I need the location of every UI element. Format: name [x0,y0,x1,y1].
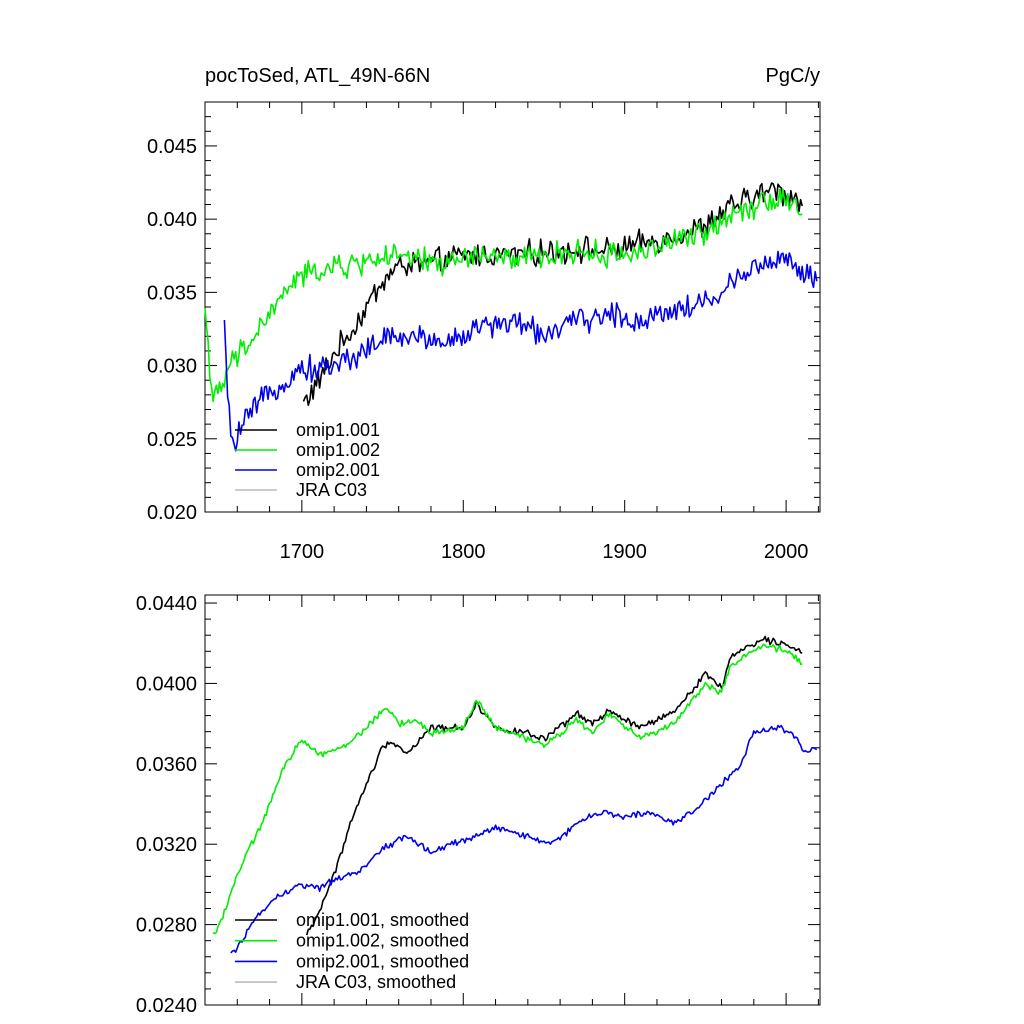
legend-label: omip1.002 [296,440,380,460]
bottom-plot-frame [204,594,821,1006]
series-line-0 [305,635,803,936]
y-tick-label: 0.040 [147,209,197,231]
y-tick-label: 0.0320 [136,834,197,856]
y-tick-label: 0.030 [147,356,197,378]
series-line-2 [223,250,818,452]
series-line-2 [230,724,818,954]
bottom-series [212,635,818,954]
y-tick-label: 0.0280 [136,915,197,937]
x-tick-label: 1700 [280,541,325,563]
top-panel: pocToSed, ATL_49N-66N PgC/y 0.0200.0250.… [147,65,821,563]
y-tick-label: 0.0360 [136,754,197,776]
y-tick-label: 0.035 [147,282,197,304]
y-tick-label: 0.0400 [136,673,197,695]
legend-label: omip2.001, smoothed [296,951,469,971]
bottom-panel: 0.0240 0.0280 0.0320 0.0360 0.0400 0.0440 omi… [136,593,821,1017]
top-title-left: pocToSed, ATL_49N-66N [205,65,430,87]
bottom-axis-ticks: 0.0240 0.0280 0.0320 0.0360 0.0400 0.0440 [136,593,820,1017]
top-series [204,182,818,452]
y-tick-label: 0.0440 [136,593,197,615]
y-tick-label: 0.045 [147,136,197,158]
legend-label: omip1.002, smoothed [296,931,469,951]
legend-label: JRA C03 [296,480,367,500]
legend-label: JRA C03, smoothed [296,972,456,992]
top-axis-ticks: 0.020 0.025 0.030 0.035 0.040 0.045 1700 1800 19… [147,101,820,563]
legend-label: omip1.001, smoothed [296,910,469,930]
y-tick-label: 0.020 [147,502,197,524]
legend-label: omip2.001 [296,460,380,480]
y-tick-label: 0.0240 [136,995,197,1017]
x-tick-label: 1800 [441,541,486,563]
legend-label: omip1.001 [296,420,380,440]
series-line-1 [204,188,803,403]
y-tick-label: 0.025 [147,429,197,451]
x-tick-label: 1900 [602,541,647,563]
x-tick-label: 2000 [764,541,809,563]
top-title-units: PgC/y [766,65,820,87]
series-line-0 [302,182,803,407]
series-line-1 [212,643,803,935]
